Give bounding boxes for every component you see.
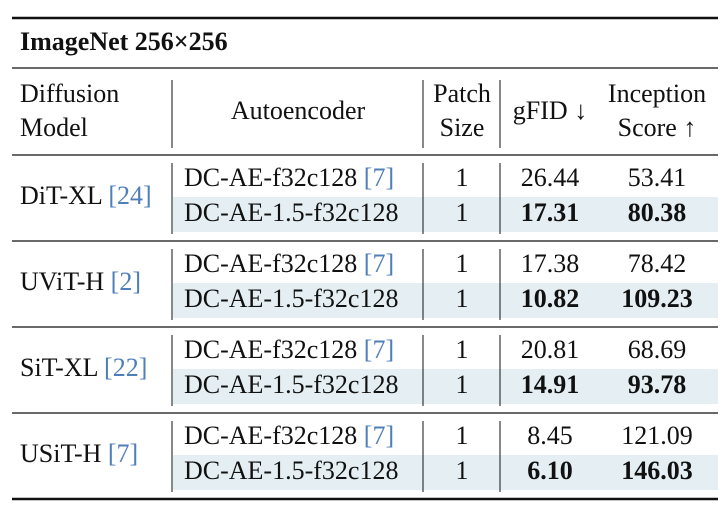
gfid: 10.82 bbox=[521, 284, 580, 313]
gfid: 8.45 bbox=[527, 421, 573, 450]
header: Inception bbox=[608, 79, 706, 108]
citation: [22] bbox=[104, 353, 147, 382]
row-highlight bbox=[173, 283, 718, 318]
row-highlight bbox=[173, 369, 718, 404]
inception-score: 68.69 bbox=[628, 335, 687, 364]
header: Size bbox=[440, 113, 485, 142]
autoencoder-name: DC-AE-1.5-f32c128 bbox=[184, 284, 398, 313]
model-name: UViT-H [2] bbox=[20, 267, 141, 296]
autoencoder: DC-AE-1.5-f32c128 bbox=[184, 370, 398, 399]
model: SiT-XL bbox=[20, 353, 98, 382]
autoencoder: DC-AE-f32c128 [7] bbox=[184, 249, 394, 278]
model-name: USiT-H [7] bbox=[20, 439, 138, 468]
autoencoder: DC-AE-f32c128 [7] bbox=[184, 163, 394, 192]
gfid: 17.38 bbox=[521, 249, 580, 278]
patch-size: 1 bbox=[456, 284, 469, 313]
header: gFID ↓ bbox=[513, 96, 587, 125]
autoencoder-name: DC-AE-f32c128 bbox=[184, 249, 357, 278]
citation: [7] bbox=[364, 163, 394, 192]
patch-size: 1 bbox=[456, 421, 469, 450]
inception-score: 109.23 bbox=[621, 284, 693, 313]
autoencoder-name: DC-AE-f32c128 bbox=[184, 421, 357, 450]
citation: [7] bbox=[364, 421, 394, 450]
header: Model bbox=[20, 113, 88, 142]
model: DiT-XL bbox=[20, 181, 102, 210]
model-name: DiT-XL [24] bbox=[20, 181, 152, 210]
inception-score: 146.03 bbox=[621, 456, 693, 485]
row-highlight bbox=[173, 455, 718, 490]
model-name: SiT-XL [22] bbox=[20, 353, 147, 382]
autoencoder: DC-AE-1.5-f32c128 bbox=[184, 284, 398, 313]
model: USiT-H bbox=[20, 439, 102, 468]
autoencoder: DC-AE-1.5-f32c128 bbox=[184, 456, 398, 485]
patch-size: 1 bbox=[456, 456, 469, 485]
patch-size: 1 bbox=[456, 249, 469, 278]
inception-score: 121.09 bbox=[621, 421, 693, 450]
header: Diffusion bbox=[20, 79, 119, 108]
model: UViT-H bbox=[20, 267, 104, 296]
patch-size: 1 bbox=[456, 335, 469, 364]
gfid: 6.10 bbox=[527, 456, 573, 485]
row-highlight bbox=[173, 197, 718, 232]
header: Score ↑ bbox=[618, 113, 697, 142]
gfid: 20.81 bbox=[521, 335, 580, 364]
citation: [24] bbox=[108, 181, 151, 210]
inception-score: 80.38 bbox=[628, 198, 687, 227]
citation: [7] bbox=[364, 335, 394, 364]
header: Patch bbox=[433, 79, 491, 108]
autoencoder-name: DC-AE-f32c128 bbox=[184, 335, 357, 364]
citation: [7] bbox=[364, 249, 394, 278]
autoencoder: DC-AE-f32c128 [7] bbox=[184, 335, 394, 364]
autoencoder: DC-AE-1.5-f32c128 bbox=[184, 198, 398, 227]
gfid: 17.31 bbox=[521, 198, 580, 227]
autoencoder-name: DC-AE-1.5-f32c128 bbox=[184, 370, 398, 399]
citation: [2] bbox=[111, 267, 141, 296]
patch-size: 1 bbox=[456, 198, 469, 227]
patch-size: 1 bbox=[456, 163, 469, 192]
autoencoder: DC-AE-f32c128 [7] bbox=[184, 421, 394, 450]
inception-score: 53.41 bbox=[628, 163, 687, 192]
autoencoder-name: DC-AE-1.5-f32c128 bbox=[184, 456, 398, 485]
inception-score: 93.78 bbox=[628, 370, 687, 399]
gfid: 26.44 bbox=[521, 163, 580, 192]
table-title: ImageNet 256×256 bbox=[20, 27, 228, 56]
header: Autoencoder bbox=[231, 96, 366, 125]
inception-score: 78.42 bbox=[628, 249, 687, 278]
autoencoder-name: DC-AE-1.5-f32c128 bbox=[184, 198, 398, 227]
patch-size: 1 bbox=[456, 370, 469, 399]
citation: [7] bbox=[108, 439, 138, 468]
autoencoder-name: DC-AE-f32c128 bbox=[184, 163, 357, 192]
gfid: 14.91 bbox=[521, 370, 580, 399]
